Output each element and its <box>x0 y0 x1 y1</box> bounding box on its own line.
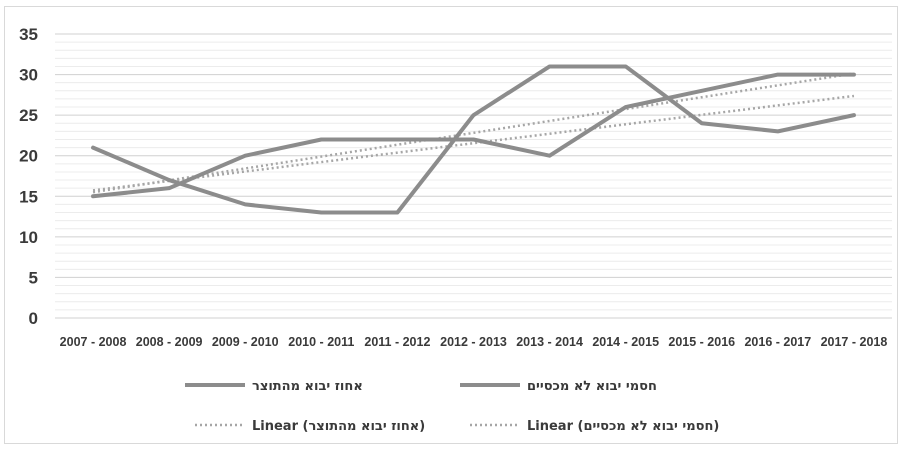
x-axis-ticks: 2007 - 2008 2008 - 2009 2009 - 2010 2010 - … <box>60 335 888 349</box>
y-tick-label: 5 <box>29 268 38 287</box>
y-tick-label: 15 <box>19 187 38 206</box>
x-tick-label: 2016 - 2017 <box>744 335 811 349</box>
y-axis-ticks: 0 5 10 15 20 25 30 35 <box>19 25 38 328</box>
x-tick-label: 2008 - 2009 <box>136 335 203 349</box>
x-tick-label: 2011 - 2012 <box>364 335 430 349</box>
x-tick-label: 2009 - 2010 <box>212 335 279 349</box>
series-lines <box>91 64 856 215</box>
legend-label-series-1: אחוז יבוא מהתוצר <box>252 379 363 394</box>
legend-label-series-2: חסמי יבוא לא מכסיים <box>527 379 657 394</box>
x-tick-label: 2017 - 2018 <box>821 335 888 349</box>
y-tick-label: 30 <box>19 66 38 85</box>
trendlines <box>92 72 855 194</box>
trendline-2 <box>92 94 855 192</box>
legend-label-trend-1: Linear (אחוז יבוא מהתוצר) <box>252 419 425 434</box>
y-tick-label: 35 <box>19 25 38 44</box>
y-tick-label: 20 <box>19 147 38 166</box>
y-tick-label: 0 <box>29 309 38 328</box>
x-tick-label: 2015 - 2016 <box>668 335 735 349</box>
chart-frame <box>4 6 898 444</box>
y-tick-label: 25 <box>19 106 38 125</box>
legend-label-trend-2: Linear (חסמי יבוא לא מכסיים) <box>527 419 719 434</box>
x-tick-label: 2014 - 2015 <box>592 335 659 349</box>
y-tick-label: 10 <box>19 228 38 247</box>
x-tick-label: 2007 - 2008 <box>60 335 127 349</box>
series-line-1 <box>91 72 856 199</box>
x-tick-label: 2012 - 2013 <box>440 335 507 349</box>
legend: אחוז יבוא מהתוצר חסמי יבוא לא מכסיים Lin… <box>185 379 719 434</box>
x-tick-label: 2010 - 2011 <box>288 335 354 349</box>
series-line-2 <box>91 64 856 215</box>
x-tick-label: 2013 - 2014 <box>516 335 583 349</box>
trendline-1 <box>92 72 855 194</box>
